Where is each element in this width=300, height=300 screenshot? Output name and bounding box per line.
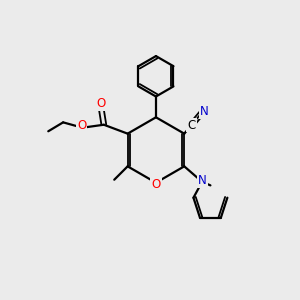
Text: O: O [96,97,106,110]
Text: C: C [188,118,196,131]
Text: O: O [77,119,86,132]
Text: N: N [198,174,207,187]
Text: N: N [200,105,208,118]
Text: O: O [151,178,160,191]
